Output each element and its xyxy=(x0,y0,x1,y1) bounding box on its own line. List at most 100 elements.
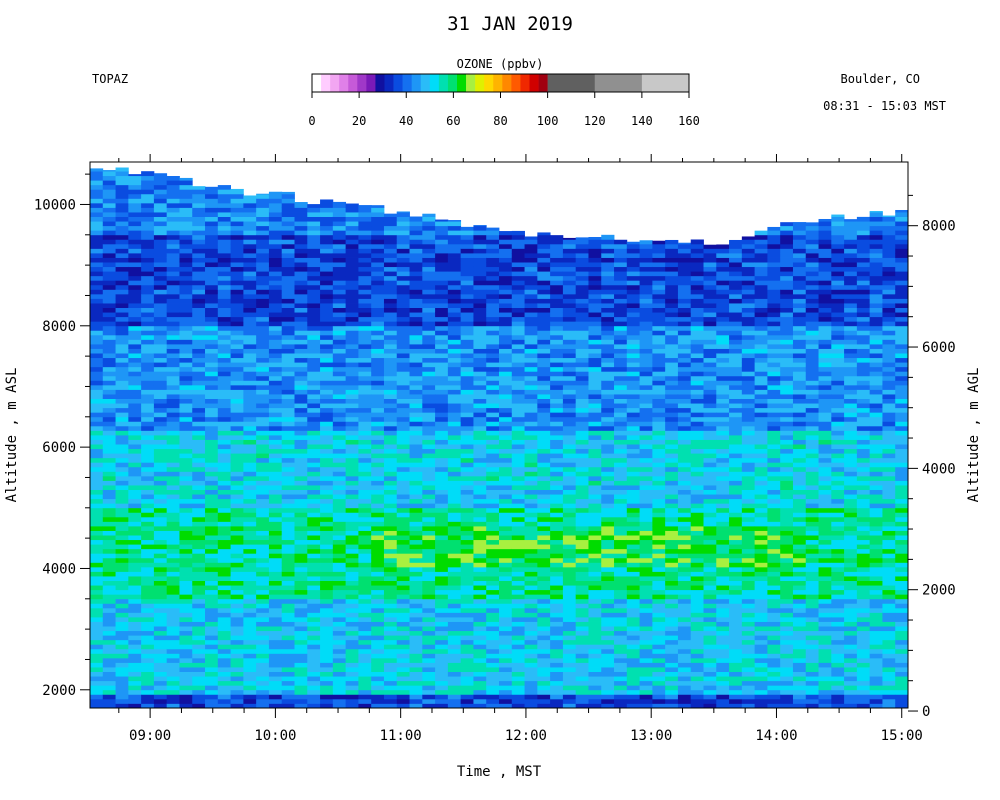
heatmap-cell xyxy=(230,212,244,217)
heatmap-cell xyxy=(358,353,372,359)
heatmap-cell xyxy=(307,630,321,636)
heatmap-cell xyxy=(550,330,564,336)
heatmap-cell xyxy=(639,325,653,331)
heatmap-cell xyxy=(192,626,206,632)
heatmap-cell xyxy=(371,489,385,495)
heatmap-cell xyxy=(473,475,487,481)
heatmap-cell xyxy=(153,271,168,277)
heatmap-cell xyxy=(90,653,104,659)
heatmap-cell xyxy=(524,425,538,431)
heatmap-cell xyxy=(550,607,564,613)
heatmap-cell xyxy=(307,384,321,390)
heatmap-cell xyxy=(588,635,602,641)
heatmap-cell xyxy=(268,412,283,418)
heatmap-cell xyxy=(575,485,589,490)
heatmap-cell xyxy=(230,594,244,600)
heatmap-cell xyxy=(460,289,474,295)
heatmap-cell xyxy=(320,394,334,399)
heatmap-cell xyxy=(320,466,334,472)
heatmap-cell xyxy=(511,307,525,313)
heatmap-cell xyxy=(179,494,193,500)
heatmap-cell xyxy=(102,703,116,709)
heatmap-cell xyxy=(128,466,142,472)
heatmap-cell xyxy=(320,262,334,268)
heatmap-cell xyxy=(652,457,666,463)
heatmap-cell xyxy=(281,685,295,691)
heatmap-cell xyxy=(499,289,513,295)
heatmap-cell xyxy=(614,507,628,513)
heatmap-cell xyxy=(473,617,487,622)
heatmap-cell xyxy=(179,239,193,245)
heatmap-cell xyxy=(90,471,104,477)
heatmap-cell xyxy=(396,253,410,258)
heatmap-cell xyxy=(626,585,640,591)
heatmap-cell xyxy=(307,284,321,290)
heatmap-cell xyxy=(115,680,129,686)
heatmap-cell xyxy=(511,576,525,581)
heatmap-cell xyxy=(460,307,474,313)
heatmap-cell xyxy=(153,193,168,199)
heatmap-cell xyxy=(332,689,347,695)
heatmap-cell xyxy=(575,371,589,377)
heatmap-cell xyxy=(511,607,525,613)
heatmap-cell xyxy=(153,407,168,413)
heatmap-cell xyxy=(562,457,577,463)
heatmap-cell xyxy=(256,325,270,331)
heatmap-cell xyxy=(166,266,180,272)
heatmap-cell xyxy=(435,475,449,481)
heatmap-cell xyxy=(294,471,308,477)
heatmap-cell xyxy=(614,521,628,527)
heatmap-cell xyxy=(575,662,589,668)
heatmap-cell xyxy=(601,617,615,622)
heatmap-cell xyxy=(639,421,653,427)
heatmap-cell xyxy=(345,284,359,290)
heatmap-cell xyxy=(102,594,116,600)
heatmap-cell xyxy=(422,462,436,468)
heatmap-cell xyxy=(345,512,359,518)
heatmap-cell xyxy=(588,667,602,672)
heatmap-cell xyxy=(358,644,372,650)
heatmap-cell xyxy=(460,594,474,600)
heatmap-cell xyxy=(268,585,283,591)
heatmap-cell xyxy=(345,498,359,504)
heatmap-cell xyxy=(626,330,640,336)
heatmap-cell xyxy=(166,325,180,331)
heatmap-cell xyxy=(626,271,640,277)
heatmap-cell xyxy=(90,293,104,299)
heatmap-cell xyxy=(332,403,347,409)
heatmap-cell xyxy=(486,576,500,581)
heatmap-cell xyxy=(537,594,551,600)
heatmap-cell xyxy=(614,685,628,691)
heatmap-cell xyxy=(320,544,334,550)
heatmap-cell xyxy=(652,594,666,600)
heatmap-cell xyxy=(550,325,564,331)
heatmap-cell xyxy=(90,257,104,263)
heatmap-cell xyxy=(537,275,551,281)
heatmap-cell xyxy=(601,694,615,700)
heatmap-cell xyxy=(268,353,283,359)
heatmap-cell xyxy=(601,512,615,518)
heatmap-cell xyxy=(614,357,628,363)
heatmap-cell xyxy=(358,416,372,422)
heatmap-cell xyxy=(614,298,628,304)
heatmap-cell xyxy=(601,589,615,595)
heatmap-cell xyxy=(499,357,513,363)
heatmap-cell xyxy=(307,662,321,668)
heatmap-cell xyxy=(217,566,231,572)
heatmap-cell xyxy=(358,412,372,418)
heatmap-cell xyxy=(383,485,398,490)
heatmap-cell xyxy=(383,553,398,559)
heatmap-cell xyxy=(652,548,666,554)
heatmap-cell xyxy=(166,526,180,531)
heatmap-cell xyxy=(652,389,666,395)
heatmap-cell xyxy=(575,589,589,595)
heatmap-cell xyxy=(166,612,180,618)
heatmap-cell xyxy=(256,398,270,404)
heatmap-cell xyxy=(588,671,602,677)
heatmap-cell xyxy=(435,648,449,654)
heatmap-cell xyxy=(102,607,116,613)
heatmap-cell xyxy=(115,617,129,622)
heatmap-cell xyxy=(422,507,436,513)
heatmap-cell xyxy=(179,539,193,545)
heatmap-cell xyxy=(217,521,231,527)
